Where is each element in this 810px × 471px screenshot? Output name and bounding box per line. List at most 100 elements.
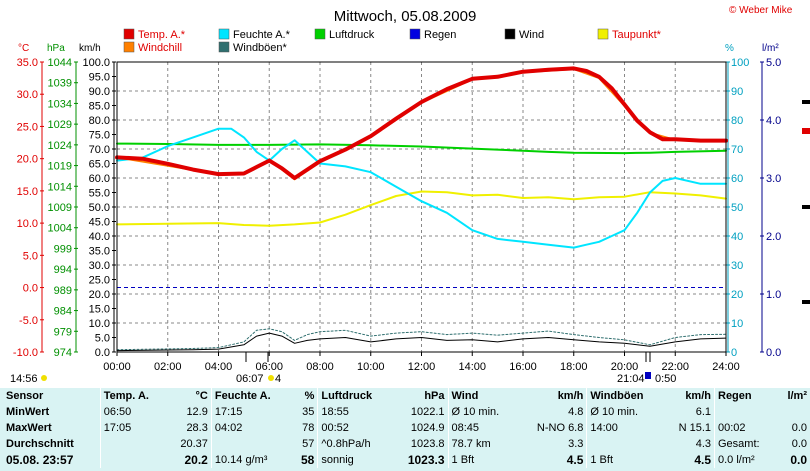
x-tick-label: 16:00 — [509, 361, 537, 373]
stats-cell: 1 Bft — [586, 452, 665, 468]
axis-tick-label-hpa: 999 — [54, 243, 72, 255]
stats-cell: 78.7 km — [447, 436, 519, 452]
x-tick-label: 18:00 — [560, 361, 588, 373]
stats-cell — [777, 404, 810, 420]
axis-tick-label-lm2: 5.0 — [766, 57, 781, 69]
legend-swatch — [314, 28, 326, 40]
axis-tick-label-percent: 40 — [731, 231, 743, 243]
series-line-feuchte-a — [116, 127, 727, 249]
axis-tick-label-celsius: 35.0 — [17, 57, 38, 69]
axis-tick-label-celsius: 15.0 — [17, 186, 38, 198]
axis-tick-label-percent: 90 — [731, 86, 743, 98]
stats-cell: 0.0 — [791, 438, 807, 450]
axis-unit-kmh: km/h — [79, 43, 101, 54]
sunrise-dot — [268, 375, 274, 381]
axis-tick-label-kmh: 65.0 — [89, 159, 110, 171]
axis-tick-label-kmh: 90.0 — [89, 86, 110, 98]
axis-tick-label-lm2: 1.0 — [766, 289, 781, 301]
axis-tick-label-hpa: 1044 — [48, 57, 72, 69]
x-tick-label: 10:00 — [357, 361, 385, 373]
weather-chart: Mittwoch, 05.08.2009 © Weber Mike Temp. … — [10, 5, 810, 385]
stats-header-wind: Wind — [447, 388, 519, 404]
copyright-label[interactable]: © Weber Mike — [729, 5, 793, 16]
stats-cell: 0.0 — [791, 422, 807, 434]
legend-label: Luftdruck — [329, 29, 375, 41]
axis-tick-label-hpa: 979 — [54, 326, 72, 338]
stats-row-avg: Durchschnitt 20.37 57 ^0.8hPa/h 1023.8 7… — [0, 436, 810, 452]
axis-tick-label-percent: 30 — [731, 260, 743, 272]
x-axis-ticks: 00:00 02:00 04:00 06:00 08:00 10:00 12:00 14:00… — [103, 352, 740, 373]
stats-header-regen: Regen — [713, 388, 777, 404]
sunset-value: 0:50 — [655, 373, 676, 385]
stats-cell: 17:05 — [99, 420, 168, 436]
axis-tick-label-celsius: 0.0 — [23, 283, 38, 295]
stats-cell: 17:15 — [210, 404, 293, 420]
stats-cell: 14:00 — [586, 420, 665, 436]
axis-tick-label-kmh: 30.0 — [89, 260, 110, 272]
stats-cell — [99, 436, 168, 452]
axis-tick-label-kmh: 45.0 — [89, 217, 110, 229]
legend-label: Taupunkt* — [612, 29, 662, 41]
stats-header-wind-unit: km/h — [557, 390, 584, 402]
stats-cell: 4.5 — [694, 453, 711, 467]
x-tick-label: 22:00 — [661, 361, 689, 373]
stats-cell: 57 — [302, 438, 315, 450]
series-line-taupunkt — [116, 190, 727, 227]
x-tick-label: 00:00 — [103, 361, 131, 373]
axis-unit-hpa: hPa — [47, 43, 65, 54]
stats-cell: 4.5 — [566, 453, 584, 467]
x-tick-label: 24:00 — [712, 361, 740, 373]
sunrise-value: 4 — [275, 373, 281, 385]
axis-tick-label-kmh: 20.0 — [89, 289, 110, 301]
stats-cell: Ø 10 min. — [586, 404, 665, 420]
axis-tick-label-hpa: 1009 — [48, 202, 72, 214]
sunset-time: 21:04 — [617, 373, 645, 385]
axis-tick-label-percent: 10 — [731, 318, 743, 330]
chart-title: Mittwoch, 05.08.2009 — [334, 8, 477, 25]
axis-tick-label-kmh: 35.0 — [89, 246, 110, 258]
stats-cell: 0.0 l/m² — [713, 452, 777, 468]
stats-header-luftdruck: Luftdruck — [317, 388, 393, 404]
axis-tick-label-kmh: 85.0 — [89, 101, 110, 113]
chart-series — [115, 66, 728, 353]
stats-cell: 1 Bft — [447, 452, 519, 468]
axis-tick-label-kmh: 60.0 — [89, 173, 110, 185]
axis-tick-label-hpa: 1004 — [48, 223, 72, 235]
stats-row-label: Durchschnitt — [6, 438, 74, 450]
stats-row-min: MinWert 06:50 12.9 17:15 35 18:55 1022.1… — [0, 404, 810, 420]
stats-header-regen-unit: l/m² — [787, 390, 807, 402]
axis-tick-label-percent: 70 — [731, 144, 743, 156]
axis-tick-label-percent: 20 — [731, 289, 743, 301]
stats-row-label: MaxWert — [6, 422, 52, 434]
axis-tick-label-hpa: 1029 — [48, 119, 72, 131]
stats-cell: 18:55 — [317, 404, 393, 420]
stats-header-windboeen: Windböen — [586, 388, 665, 404]
statistics-panel: Sensor Temp. A. °C Feuchte A. % Luftdruc… — [0, 388, 810, 471]
right-edge-fragment — [802, 100, 810, 304]
chart-legend: Temp. A.* Feuchte A.* Luftdruck Regen Wind Ta… — [123, 28, 662, 54]
stats-cell: 6.1 — [695, 406, 711, 418]
axis-tick-label-kmh: 55.0 — [89, 188, 110, 200]
statistics-table: Sensor Temp. A. °C Feuchte A. % Luftdruc… — [0, 388, 810, 468]
axis-tick-label-kmh: 100.0 — [82, 57, 110, 69]
x-tick-label: 14:00 — [458, 361, 486, 373]
axis-unit-celsius: °C — [18, 43, 29, 54]
x-tick-label: 12:00 — [408, 361, 436, 373]
axis-tick-label-hpa: 1024 — [48, 140, 72, 152]
stats-cell: ^0.8hPa/h — [317, 436, 393, 452]
legend-swatch — [409, 28, 421, 40]
stats-cell: 3.3 — [568, 438, 584, 450]
axis-tick-label-celsius: -5.0 — [19, 315, 38, 327]
legend-label: Windchill — [138, 42, 182, 54]
stats-cell: 58 — [301, 453, 315, 467]
stats-header-temp: Temp. A. — [99, 388, 168, 404]
stats-row-label: 05.08. 23:57 — [6, 453, 74, 467]
stats-cell: 08:45 — [447, 420, 519, 436]
axis-tick-label-celsius: 20.0 — [17, 154, 38, 166]
axis-tick-label-hpa: 1039 — [48, 78, 72, 90]
stats-cell: 06:50 — [99, 404, 168, 420]
axis-tick-label-kmh: 25.0 — [89, 275, 110, 287]
axis-tick-label-kmh: 15.0 — [89, 304, 110, 316]
stats-row-max: MaxWert 17:05 28.3 04:02 78 00:52 1024.9… — [0, 420, 810, 436]
axis-tick-label-lm2: 4.0 — [766, 115, 781, 127]
